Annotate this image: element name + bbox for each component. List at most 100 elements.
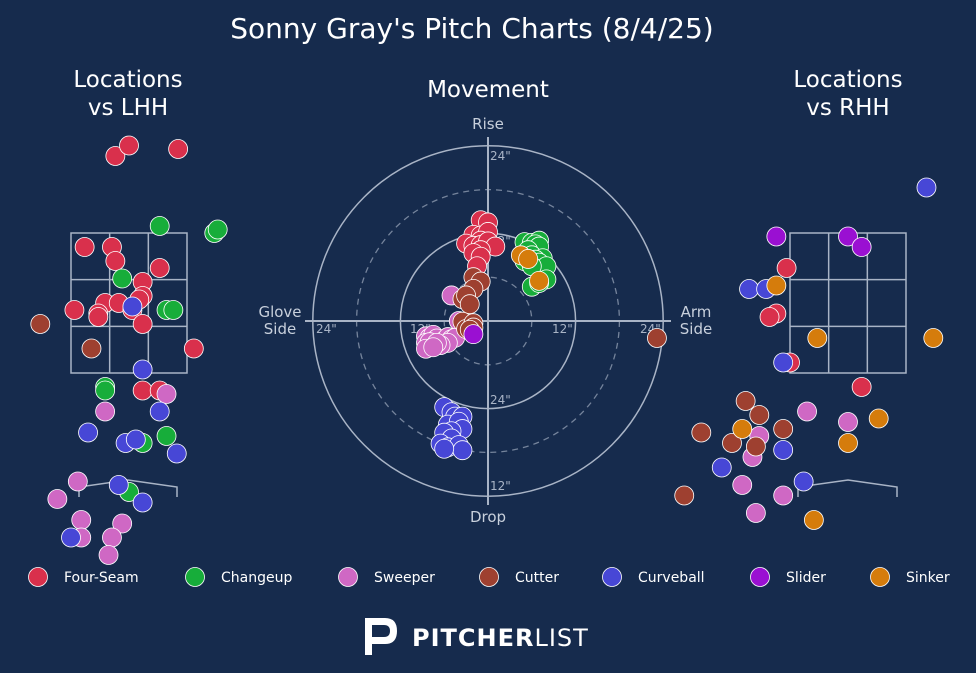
pitch-point-sinker xyxy=(838,433,858,453)
pitch-point-sinker xyxy=(868,408,889,429)
movement-rings xyxy=(305,137,671,505)
panel-title-rhh-line1: Locations xyxy=(793,67,902,93)
pitch-point-changeup xyxy=(163,300,184,320)
ring-label: 24" xyxy=(490,149,511,163)
pitch-point-cutter xyxy=(647,328,667,348)
pitch-point-sweeper xyxy=(67,471,88,492)
pitch-point-four-seam xyxy=(105,251,126,271)
chart-title: Sonny Gray's Pitch Charts (8/4/25) xyxy=(230,12,713,45)
pitch-point-sweeper xyxy=(745,503,766,523)
legend: Four-Seam Changeup Sweeper Cutter Curveball S… xyxy=(28,567,950,587)
pitch-point-curveball xyxy=(434,438,455,459)
pitch-point-sweeper xyxy=(98,545,119,565)
pitch-point-curveball xyxy=(132,359,153,380)
pitch-point-curveball xyxy=(773,440,794,460)
pitch-point-cutter xyxy=(735,391,756,411)
pitch-point-four-seam xyxy=(64,300,85,320)
pitch-point-changeup xyxy=(156,426,177,446)
points-movement xyxy=(416,210,557,461)
pitch-point-changeup xyxy=(207,219,228,240)
pitch-point-four-seam xyxy=(759,307,780,327)
strike-zone-rhh xyxy=(789,232,907,374)
pitch-point-four-seam xyxy=(851,377,872,397)
pitch-point-sinker xyxy=(529,270,549,291)
ring-label: 24" xyxy=(490,393,511,407)
pitch-point-sweeper xyxy=(773,485,794,506)
legend-marker-slider xyxy=(750,567,770,587)
pitch-point-four-seam xyxy=(168,139,189,159)
legend-label-slider: Slider xyxy=(786,570,826,586)
pitch-point-curveball xyxy=(916,177,937,198)
movement-label-drop: Drop xyxy=(470,508,506,526)
legend-label-sinker: Sinker xyxy=(906,570,950,586)
pitch-point-sinker xyxy=(803,510,824,530)
pitch-point-sinker xyxy=(807,328,828,348)
legend-label-sweeper: Sweeper xyxy=(374,570,435,586)
movement-label-arm: Arm xyxy=(681,303,712,321)
ring-label: 12" xyxy=(490,479,511,493)
pitch-point-changeup xyxy=(149,216,170,236)
pitch-point-curveball xyxy=(166,443,187,464)
pitch-point-sinker xyxy=(766,275,787,296)
pitch-point-curveball xyxy=(739,279,759,299)
pitch-point-sweeper xyxy=(156,384,177,404)
pitch-point-curveball xyxy=(108,475,129,495)
pitch-point-curveball xyxy=(452,440,473,461)
legend-marker-sweeper xyxy=(338,567,358,587)
pitch-point-changeup xyxy=(112,268,133,289)
ring-label: 12" xyxy=(552,322,573,336)
pitch-point-slider xyxy=(766,226,787,247)
pitch-point-sweeper xyxy=(47,489,68,509)
legend-marker-sinker xyxy=(870,567,890,587)
pitch-point-cutter xyxy=(674,485,695,506)
movement-label-glove: Side xyxy=(264,320,296,338)
pitch-point-curveball xyxy=(132,492,153,513)
zone-outline xyxy=(789,232,907,374)
panel-title-lhh-line2: vs LHH xyxy=(88,95,168,121)
pitch-point-sinker xyxy=(518,249,539,269)
movement-label-rise: Rise xyxy=(472,115,504,133)
legend-label-changeup: Changeup xyxy=(221,570,292,586)
pitch-point-cutter xyxy=(459,294,480,315)
ring-label: 24" xyxy=(316,322,337,336)
pitch-point-curveball xyxy=(61,527,81,548)
legend-label-four-seam: Four-Seam xyxy=(64,570,139,586)
pitch-point-sweeper xyxy=(797,401,817,422)
legend-marker-curveball xyxy=(602,567,622,587)
pitch-point-slider xyxy=(463,324,484,345)
pitch-point-curveball xyxy=(78,422,98,443)
home-plate-rhh xyxy=(797,479,898,497)
panel-movement: Movement RiseDropGloveSideArmSide24"12"1… xyxy=(258,77,712,526)
panel-locations-lhh: Locations vs LHH xyxy=(30,67,228,565)
pitcherlist-logo-icon xyxy=(365,618,397,655)
movement-label-arm: Side xyxy=(680,320,712,338)
pitch-point-four-seam xyxy=(776,258,797,278)
pitch-point-cutter xyxy=(745,436,766,457)
pitch-point-four-seam xyxy=(88,307,109,327)
pitch-point-sweeper xyxy=(838,412,858,432)
legend-marker-four-seam xyxy=(28,567,48,587)
panel-title-movement: Movement xyxy=(427,77,549,103)
logo-bold: PITCHER xyxy=(412,624,534,652)
pitch-point-four-seam xyxy=(132,380,153,401)
panel-title-rhh-line2: vs RHH xyxy=(806,95,889,121)
pitch-point-curveball xyxy=(149,401,170,422)
pitch-point-sweeper xyxy=(95,401,116,422)
pitch-point-curveball xyxy=(773,352,794,373)
pitch-point-four-seam xyxy=(119,135,139,156)
strike-zone-lhh xyxy=(70,232,188,374)
pitch-point-four-seam xyxy=(149,258,170,278)
pitch-point-sinker xyxy=(923,328,944,348)
logo-light: LIST xyxy=(534,624,588,652)
pitch-point-four-seam xyxy=(105,146,126,166)
panel-title-lhh-line1: Locations xyxy=(73,67,182,93)
legend-label-curveball: Curveball xyxy=(638,570,705,586)
pitch-point-sweeper xyxy=(112,513,133,534)
legend-marker-cutter xyxy=(479,567,499,587)
legend-label-cutter: Cutter xyxy=(515,570,559,586)
pitch-point-curveball xyxy=(125,429,146,450)
pitch-point-sweeper xyxy=(71,510,92,530)
legend-marker-changeup xyxy=(185,567,205,587)
pitch-point-four-seam xyxy=(132,314,153,334)
